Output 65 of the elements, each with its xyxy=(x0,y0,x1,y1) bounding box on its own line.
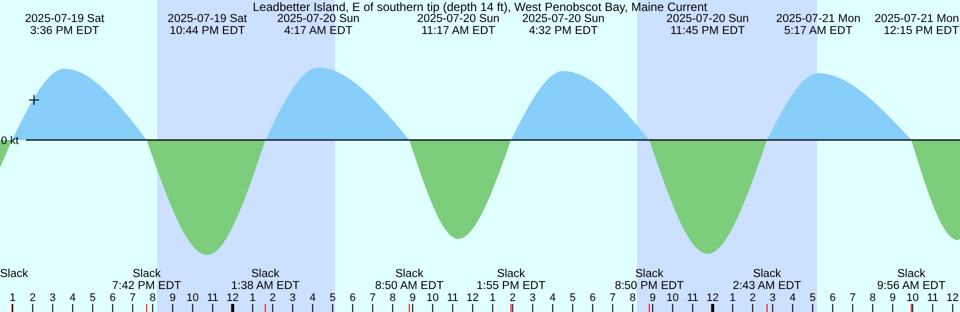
x-tick-label: 5 xyxy=(570,292,576,304)
text: Slack 8:50 AM EDT xyxy=(375,268,444,292)
text: Slack 8:50 PM EDT xyxy=(614,268,684,292)
x-tick-label: 10 xyxy=(426,292,439,304)
text: Slack 1:38 AM EDT xyxy=(231,268,300,292)
text: Slack 2:43 AM EDT xyxy=(732,268,802,292)
x-tick-label: 5 xyxy=(330,292,336,304)
text: Slack 9:56 AM EDT xyxy=(877,268,946,292)
x-tick-label: 9 xyxy=(170,292,176,304)
x-tick-label: 9 xyxy=(410,292,416,304)
x-tick-label: 6 xyxy=(830,292,836,304)
text: 2025-07-19 Sat 10:44 PM EDT xyxy=(168,13,248,37)
x-tick-label: 4 xyxy=(310,292,316,304)
x-tick-label: 8 xyxy=(390,292,396,304)
x-tick-label: 10 xyxy=(186,292,199,304)
text: 2025-07-19 Sat 3:36 PM EDT xyxy=(25,13,106,37)
x-tick-label: 6 xyxy=(350,292,356,304)
x-tick-label: 11 xyxy=(686,292,698,304)
text: Slack 1:55 PM EDT xyxy=(476,268,546,292)
x-tick-label: 11 xyxy=(206,292,218,304)
x-tick-label: 7 xyxy=(610,292,616,304)
x-tick-label: 2 xyxy=(750,292,756,304)
x-tick-label: 5 xyxy=(810,292,816,304)
x-tick-label: 4 xyxy=(70,292,76,304)
text: 2025-07-21 Mon 5:17 AM EDT xyxy=(776,13,861,37)
x-tick-label: 6 xyxy=(590,292,596,304)
x-tick-label: 11 xyxy=(446,292,458,304)
x-tick-label: 2 xyxy=(510,292,516,304)
text: 2025-07-20 Sun 11:17 AM EDT xyxy=(417,13,500,37)
x-tick-label: 12 xyxy=(466,292,479,304)
text: 2025-07-20 Sun 4:32 PM EDT xyxy=(522,13,605,37)
x-tick-label: 1 xyxy=(730,292,736,304)
x-tick-label: 7 xyxy=(850,292,856,304)
x-tick-label: 8 xyxy=(870,292,876,304)
x-tick-label: 11 xyxy=(926,292,938,304)
text: 2025-07-21 Mon 12:15 PM EDT xyxy=(874,13,959,37)
x-tick-label: 4 xyxy=(790,292,796,304)
chart-title: Leadbetter Island, E of southern tip (depth 14 ft), West Penobscot Bay, Maine Current xyxy=(252,0,708,14)
x-tick-label: 12 xyxy=(706,292,719,304)
x-tick-label: 3 xyxy=(50,292,56,304)
x-tick-label: 5 xyxy=(90,292,96,304)
x-tick-label: 3 xyxy=(770,292,776,304)
x-tick-label: 3 xyxy=(530,292,536,304)
x-tick-label: 3 xyxy=(290,292,296,304)
x-tick-label: 1 xyxy=(10,292,16,304)
text: 2025-07-20 Sun 11:45 PM EDT xyxy=(666,13,749,37)
x-tick-label: 10 xyxy=(666,292,679,304)
text: Slack 7:42 PM EDT xyxy=(112,268,182,292)
x-tick-label: 12 xyxy=(946,292,959,304)
x-tick-label: 2 xyxy=(30,292,36,304)
x-tick-label: 7 xyxy=(130,292,136,304)
x-tick-label: 7 xyxy=(370,292,376,304)
x-tick-label: 8 xyxy=(150,292,156,304)
x-tick-label: 6 xyxy=(110,292,116,304)
x-tick-label: 12 xyxy=(226,292,239,304)
x-tick-label: 9 xyxy=(890,292,896,304)
text: Slack xyxy=(0,268,28,280)
x-tick-label: 10 xyxy=(906,292,919,304)
x-tick-label: 1 xyxy=(490,292,496,304)
text: 2025-07-20 Sun 4:17 AM EDT xyxy=(277,13,360,37)
x-tick-label: 9 xyxy=(650,292,656,304)
x-tick-label: 4 xyxy=(550,292,556,304)
x-tick-label: 1 xyxy=(250,292,256,304)
x-tick-label: 8 xyxy=(630,292,636,304)
x-tick-label: 2 xyxy=(270,292,276,304)
